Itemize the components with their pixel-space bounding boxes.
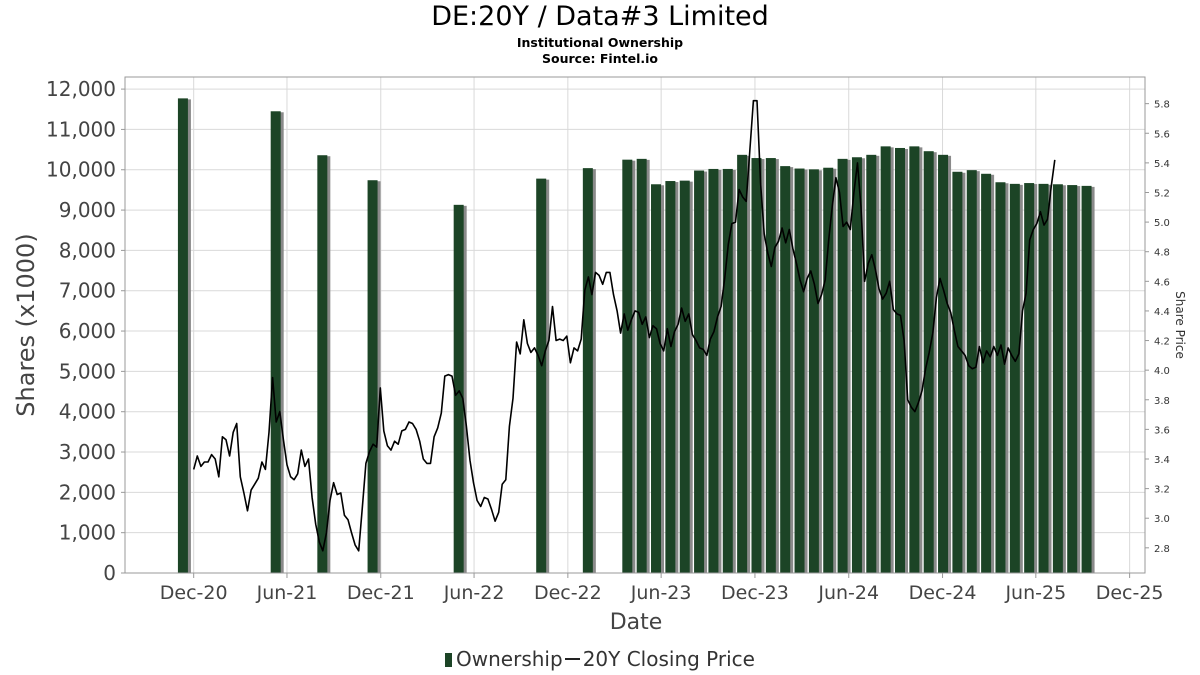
- y2-tick-label: 3.4: [1154, 455, 1170, 466]
- y2-axis-label: Share Price: [1173, 291, 1187, 359]
- x-tick-label: Dec-23: [721, 582, 789, 604]
- x-tick-label: Jun-21: [256, 582, 318, 604]
- x-tick-label: Dec-24: [909, 582, 977, 604]
- y-tick-label: 8,000: [59, 238, 116, 262]
- y2-tick-label: 3.0: [1154, 514, 1170, 525]
- y2-tick-label: 5.8: [1154, 100, 1170, 111]
- ownership-bar: [894, 147, 905, 573]
- ownership-bar: [938, 154, 949, 573]
- x-tick-label: Jun-25: [1004, 582, 1066, 604]
- ownership-bar: [1024, 183, 1035, 573]
- y2-tick-label: 3.8: [1154, 396, 1170, 407]
- ownership-bar: [270, 111, 281, 573]
- ownership-bar: [367, 180, 378, 573]
- ownership-bar: [317, 155, 328, 573]
- ownership-bar: [1067, 185, 1078, 574]
- y-tick-label: 11,000: [46, 117, 116, 141]
- price-line-group: [192, 99, 1056, 552]
- ownership-bar: [837, 158, 848, 573]
- ownership-bar: [880, 146, 891, 573]
- chart-source: Source: Fintel.io: [542, 51, 658, 66]
- ownership-bar: [679, 180, 690, 573]
- ownership-bar: [995, 182, 1006, 573]
- y2-tick-label: 3.2: [1154, 485, 1170, 496]
- x-tick-label: Dec-25: [1096, 582, 1164, 604]
- ownership-bar: [823, 167, 834, 574]
- x-tick-label: Dec-20: [160, 582, 228, 604]
- y-tick-label: 10,000: [46, 158, 116, 182]
- ownership-bar: [665, 181, 676, 574]
- ownership-bar: [737, 154, 748, 573]
- y-tick-label: 2,000: [59, 480, 116, 504]
- x-tick-label: Dec-21: [347, 582, 415, 604]
- y-tick-label: 5,000: [59, 359, 116, 383]
- ownership-bars: [177, 98, 1095, 574]
- chart-subtitle: Institutional Ownership: [516, 35, 684, 50]
- y2-tick-label: 4.0: [1154, 366, 1170, 377]
- ownership-bar: [794, 168, 805, 573]
- y-axis-label: Shares (x1000): [12, 233, 40, 416]
- ownership-bar: [622, 159, 633, 573]
- ownership-bar: [1038, 183, 1049, 573]
- legend-price-swatch: [564, 658, 580, 660]
- ownership-bar: [952, 171, 963, 573]
- y2-tick-label: 5.6: [1154, 129, 1170, 140]
- ownership-bar: [536, 178, 547, 573]
- y-tick-label: 7,000: [59, 279, 116, 303]
- chart-title: DE:20Y / Data#3 Limited: [431, 1, 769, 32]
- ownership-bar: [636, 158, 647, 573]
- ownership-bar: [582, 168, 593, 574]
- y-tick-label: 0: [103, 561, 116, 585]
- legend-ownership-label: Ownership: [456, 647, 563, 671]
- ownership-bar: [1081, 185, 1092, 573]
- ownership-bar: [909, 146, 920, 573]
- ownership-bar: [1009, 183, 1020, 573]
- y2-axis-ticks: 2.8 3.0 3.2 3.4 3.6 3.8 4.0 4.2 4.4 4.6 4.8 5.0 5.2 5…: [1145, 100, 1170, 555]
- y-tick-label: 1,000: [59, 521, 116, 545]
- x-axis-ticks: Dec-20 Jun-21 Dec-21 Jun-22 Dec-22 Jun-23 Dec-…: [160, 573, 1164, 604]
- x-tick-label: Jun-23: [630, 582, 692, 604]
- ownership-bar: [1052, 184, 1063, 573]
- ownership-bar: [966, 170, 977, 573]
- ownership-bar: [866, 154, 877, 573]
- y2-tick-label: 5.0: [1154, 218, 1170, 229]
- x-tick-label: Dec-22: [534, 582, 602, 604]
- ownership-bar: [708, 168, 719, 573]
- legend-price-label: 20Y Closing Price: [582, 647, 755, 671]
- y-axis-ticks: 0 1,000 2,000 3,000 4,000 5,000 6,000 7,000 8,00…: [46, 77, 125, 585]
- ownership-bar: [780, 166, 791, 573]
- ownership-bar: [851, 157, 862, 573]
- ownership-bar: [751, 158, 762, 574]
- ownership-bar: [808, 169, 819, 573]
- ownership-bar: [651, 184, 662, 573]
- y2-tick-label: 4.6: [1154, 277, 1170, 288]
- y-tick-label: 12,000: [46, 77, 116, 101]
- ownership-bar: [177, 98, 188, 573]
- y2-tick-label: 3.6: [1154, 425, 1170, 436]
- ownership-bar: [694, 170, 705, 573]
- y-tick-label: 4,000: [59, 400, 116, 424]
- y2-tick-label: 2.8: [1154, 544, 1170, 555]
- x-axis-label: Date: [610, 610, 663, 635]
- ownership-bar: [923, 151, 934, 574]
- price-line: [192, 99, 1056, 552]
- y-tick-label: 6,000: [59, 319, 116, 343]
- y2-tick-label: 5.4: [1154, 159, 1170, 170]
- chart-legend: Ownership 20Y Closing Price: [0, 647, 1200, 671]
- y-tick-label: 9,000: [59, 198, 116, 222]
- x-tick-label: Jun-22: [443, 582, 505, 604]
- ownership-bar: [722, 168, 733, 573]
- plot-frame: [124, 76, 1146, 574]
- y2-tick-label: 4.2: [1154, 337, 1170, 348]
- ownership-bar: [453, 204, 464, 574]
- ownership-bar: [765, 158, 776, 574]
- y2-tick-label: 5.2: [1154, 188, 1170, 199]
- ownership-bar: [981, 173, 992, 573]
- y2-tick-label: 4.8: [1154, 248, 1170, 259]
- x-tick-label: Jun-24: [817, 582, 879, 604]
- legend-ownership-swatch: [445, 653, 453, 667]
- y2-tick-label: 4.4: [1154, 307, 1170, 318]
- y-tick-label: 3,000: [59, 440, 116, 464]
